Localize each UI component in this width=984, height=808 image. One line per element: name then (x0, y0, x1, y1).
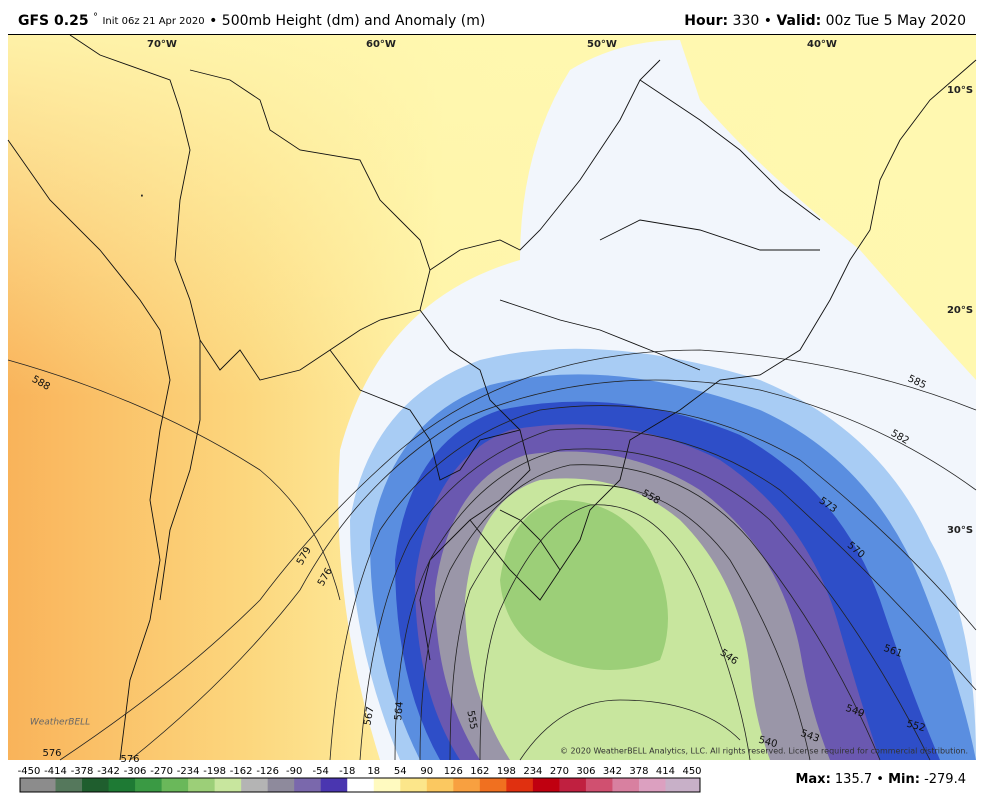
contour-label: 552 (905, 719, 926, 735)
header-text: 500mb Height (dm) and Anomaly (m) (222, 13, 486, 29)
height-contours (7, 349, 977, 761)
colorbar-swatch (188, 778, 216, 792)
colorbar-tick-label: 126 (444, 766, 463, 777)
map: · (7, 34, 977, 761)
colorbar-tick-label: -378 (71, 766, 94, 777)
header-text: GFS 0.25 (18, 13, 89, 29)
colorbar-swatch (320, 778, 348, 792)
longitude-label: 60°W (366, 39, 396, 50)
header-text: Hour: (684, 13, 728, 29)
latitude-label: 30°S (947, 525, 973, 536)
colorbar-tick-label: -126 (256, 766, 279, 777)
colorbar-swatch (294, 778, 322, 792)
latitude-label: 10°S (947, 85, 973, 96)
colorbar-swatch (373, 778, 401, 792)
header-text: Valid: (776, 13, 821, 29)
max-min: Max: 135.7 • Min: -279.4 (795, 772, 966, 787)
colorbar-swatch (347, 778, 375, 792)
colorbar-tick-label: 18 (367, 766, 380, 777)
contour-label: 576 (120, 754, 139, 765)
colorbar-tick-label: 234 (523, 766, 542, 777)
colorbar-swatch (161, 778, 189, 792)
colorbar-tick-label: -270 (150, 766, 173, 777)
colorbar-swatch (82, 778, 110, 792)
footer: Max: 135.7 • Min: -279.4 (795, 772, 966, 787)
colorbar-swatch (241, 778, 269, 792)
colorbar-tick-label: 162 (470, 766, 489, 777)
contour-label: 540 (757, 735, 778, 751)
colorbar-tick-label: 414 (656, 766, 675, 777)
longitude-label: 40°W (807, 39, 837, 50)
logo: WeatherBELL (30, 718, 90, 728)
colorbar-swatch (638, 778, 666, 792)
colorbar-end (692, 778, 700, 792)
colorbar-tick-label: -450 (18, 766, 41, 777)
footer-text: 135.7 (835, 772, 872, 787)
colorbar-tick-label: -234 (177, 766, 200, 777)
colorbar-swatch (55, 778, 83, 792)
colorbar-tick-label: -90 (286, 766, 302, 777)
header-text: Init 06z 21 Apr 2020 (102, 16, 204, 27)
colorbar-tick-label: 90 (420, 766, 433, 777)
colorbar-swatch (400, 778, 428, 792)
colorbar-swatch (612, 778, 640, 792)
colorbar-tick-label: -306 (124, 766, 147, 777)
colorbar-swatch (559, 778, 587, 792)
colorbar-swatch (135, 778, 163, 792)
header-text: 330 (733, 13, 760, 29)
contour-label: 555 (464, 710, 478, 731)
colorbar-tick-label: -162 (230, 766, 253, 777)
colorbar-swatch (214, 778, 242, 792)
header-text: • (764, 13, 772, 29)
colorbar-end (20, 778, 29, 792)
header: GFS 0.25 ° Init 06z 21 Apr 2020 • 500mb … (8, 9, 976, 35)
colorbar-swatch (267, 778, 295, 792)
map-marker: · (140, 191, 144, 202)
longitude-label: 70°W (147, 39, 177, 50)
header-line: Hour: 330 • Valid: 00z Tue 5 May 2020 (684, 13, 966, 29)
colorbar-swatch (426, 778, 454, 792)
contour-label: 576 (42, 748, 61, 759)
footer-text: Max: (795, 772, 830, 787)
header-text: ° (93, 12, 98, 23)
colorbar-swatch (532, 778, 560, 792)
country-borders (7, 34, 977, 761)
contour-label: 564 (393, 701, 406, 721)
colorbar-tick-label: -54 (313, 766, 329, 777)
colorbar-tick-label: 306 (576, 766, 595, 777)
colorbar-swatch (453, 778, 481, 792)
colorbar: -450 -414 -378 -342 -306 -270 -234 -198 -162 -126… (18, 766, 702, 793)
footer-text: -279.4 (924, 772, 966, 787)
colorbar-tick-label: 270 (550, 766, 569, 777)
header-text: 00z Tue 5 May 2020 (826, 13, 966, 29)
colorbar-swatch (665, 778, 693, 792)
copyright: © 2020 WeatherBELL Analytics, LLC. All r… (560, 747, 968, 756)
latitude-label: 20°S (947, 305, 973, 316)
colorbar-swatch (585, 778, 613, 792)
colorbar-swatch (29, 778, 57, 792)
footer-text: Min: (888, 772, 920, 787)
footer-text: • (876, 772, 884, 787)
colorbar-tick-label: 198 (497, 766, 516, 777)
graticule-labels: 70°W 60°W 50°W 40°W 10°S 20°S 30°S (147, 39, 973, 536)
colorbar-tick-label: -342 (97, 766, 120, 777)
longitude-label: 50°W (587, 39, 617, 50)
colorbar-tick-label: 54 (394, 766, 407, 777)
colorbar-tick-label: -18 (339, 766, 355, 777)
header-text: • (209, 13, 217, 29)
contour-label: 567 (362, 706, 376, 727)
colorbar-tick-label: -414 (44, 766, 67, 777)
colorbar-frame (19, 777, 701, 793)
colorbar-swatch (506, 778, 534, 792)
header-line: GFS 0.25 ° Init 06z 21 Apr 2020 • 500mb … (18, 9, 485, 29)
colorbar-tick-label: 342 (603, 766, 622, 777)
colorbar-swatch (108, 778, 136, 792)
colorbar-tick-label: 450 (682, 766, 701, 777)
colorbar-swatch (479, 778, 507, 792)
colorbar-tick-label: -198 (203, 766, 226, 777)
colorbar-tick-label: 378 (629, 766, 648, 777)
